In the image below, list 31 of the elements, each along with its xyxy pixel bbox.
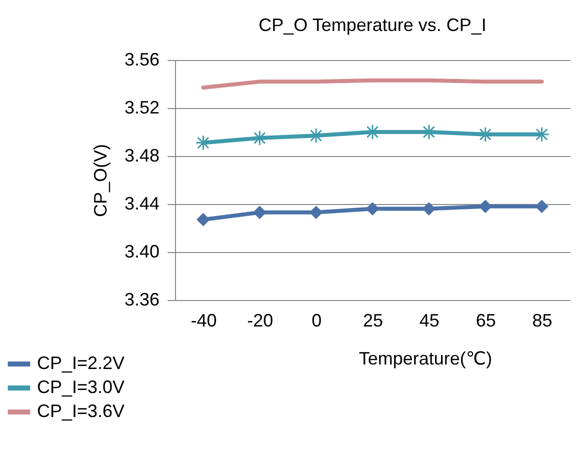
x-tick-label: 65 bbox=[476, 310, 496, 330]
point bbox=[366, 202, 380, 216]
legend-label: CP_I=2.2V bbox=[37, 353, 125, 373]
y-tick-label: 3.56 bbox=[124, 50, 160, 70]
x-tick-label: 85 bbox=[532, 310, 552, 330]
chart-title: CP_O Temperature vs. CP_I bbox=[258, 15, 486, 35]
x-tick-label: 45 bbox=[419, 310, 440, 330]
point bbox=[309, 206, 323, 220]
point bbox=[252, 130, 268, 146]
point bbox=[478, 200, 492, 214]
point bbox=[535, 200, 548, 214]
y-axis-title: CP_O(V) bbox=[90, 144, 110, 218]
x-tick-label: -40 bbox=[190, 310, 217, 330]
y-tick-label: 3.48 bbox=[124, 146, 160, 166]
point bbox=[478, 126, 494, 142]
point bbox=[196, 212, 210, 226]
y-tick-label: 3.36 bbox=[124, 290, 160, 310]
y-tick-label: 3.52 bbox=[124, 98, 160, 118]
y-tick-label: 3.44 bbox=[124, 194, 160, 214]
x-tick-label: -20 bbox=[247, 310, 274, 330]
point bbox=[421, 124, 437, 140]
point bbox=[364, 124, 380, 140]
point bbox=[422, 202, 436, 216]
x-tick-label: 25 bbox=[362, 310, 384, 330]
x-axis-title: Temperature(℃) bbox=[358, 348, 492, 368]
x-tick-label: 0 bbox=[312, 310, 322, 330]
legend-label: CP_I=3.6V bbox=[37, 401, 125, 421]
point bbox=[252, 206, 266, 220]
point bbox=[308, 128, 324, 144]
y-tick-label: 3.40 bbox=[124, 242, 160, 262]
legend-label: CP_I=3.0V bbox=[37, 377, 125, 397]
